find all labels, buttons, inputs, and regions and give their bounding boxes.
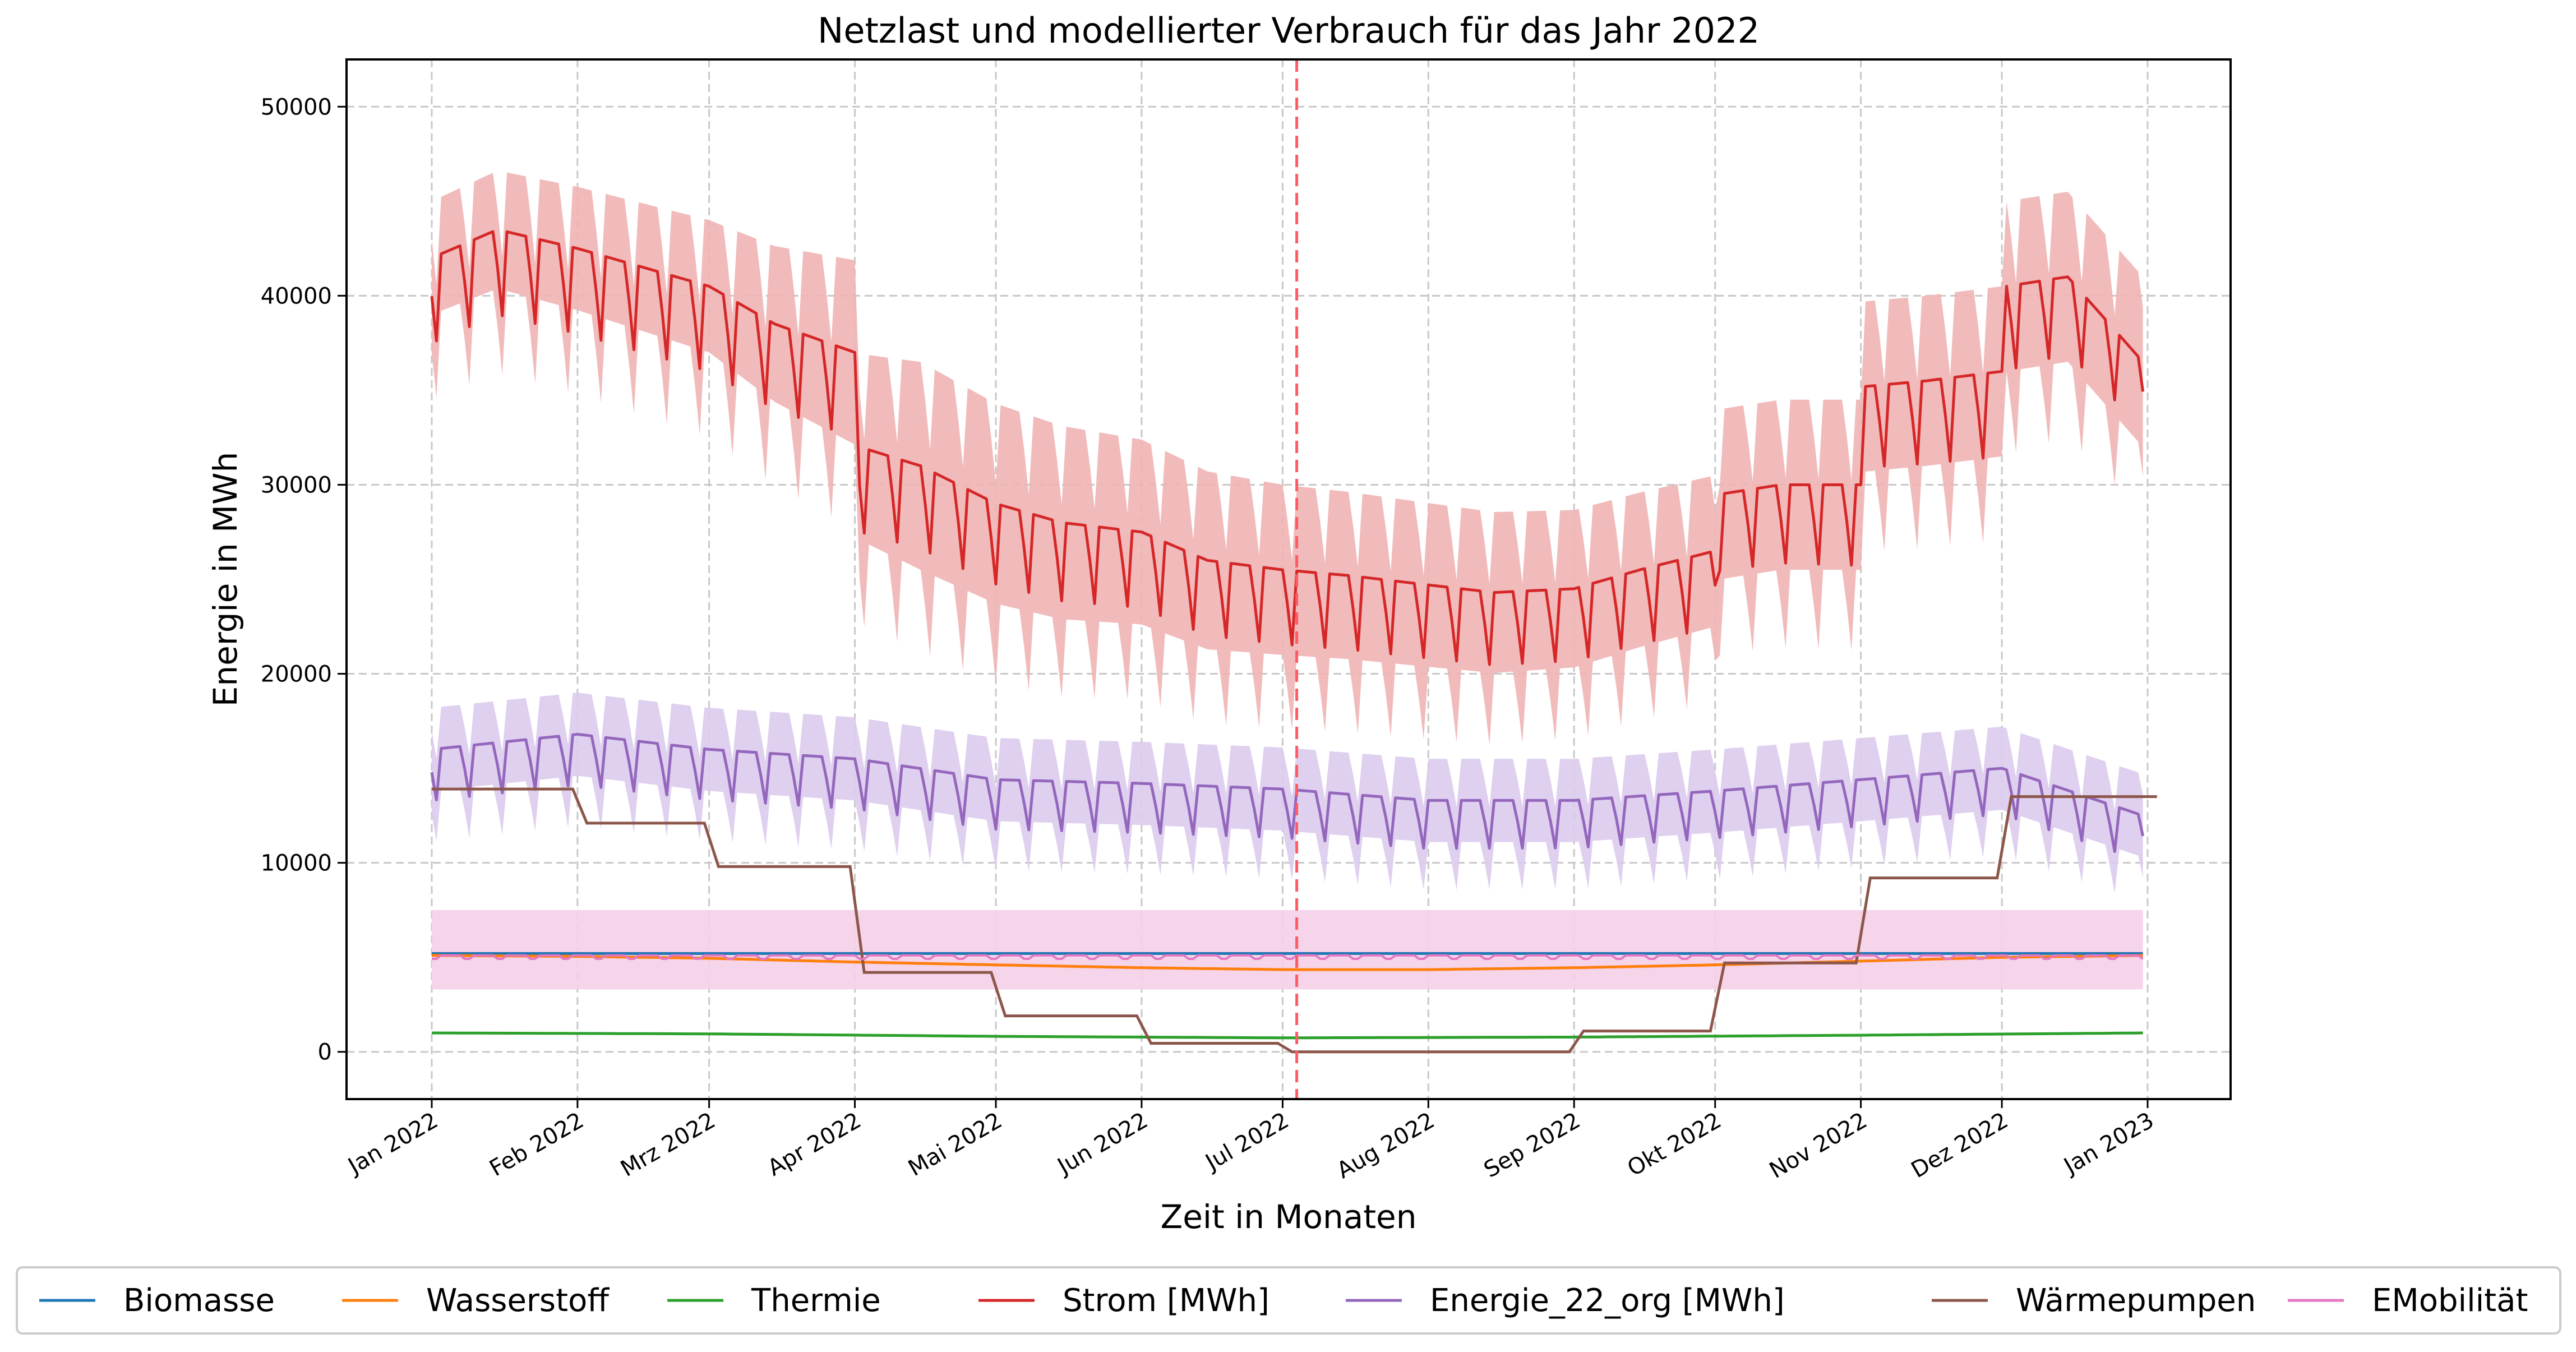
x-tick-label: Apr 2022 [763,1108,865,1182]
legend-label-strom-mwh: Strom [MWh] [1063,1282,1269,1319]
legend-label-biomasse: Biomasse [123,1282,275,1319]
legend-frame [16,1266,2561,1335]
band-strom-mwh [432,172,2143,745]
legend-label-thermie: Thermie [751,1282,881,1319]
x-tick-label: Mai 2022 [904,1108,1007,1182]
x-tick-label: Jan 2023 [2058,1108,2158,1180]
series-line-emobilit-t [432,954,2144,960]
y-tick-label: 50000 [261,94,332,120]
legend-label-wasserstoff: Wasserstoff [426,1282,610,1319]
series-line-thermie [431,1031,2143,1040]
x-tick-label: Jul 2022 [1200,1108,1294,1176]
y-axis: 0 10000 20000 30000 40000 50000 [261,94,347,1065]
band-emobilit-t [432,910,2143,990]
legend-label-energie-22-org-mwh: Energie_22_org [MWh] [1430,1282,1785,1319]
series-line-w-rmepumpen [432,787,2157,1054]
x-tick-label: Sep 2022 [1480,1108,1585,1183]
band-energie-22-org-mwh [432,693,2143,893]
x-tick-label: Feb 2022 [485,1108,588,1182]
series-line-energie-22-org-mwh [430,732,2145,853]
legend: Biomasse Wasserstoff Thermie Strom [MWh] Ene… [16,1266,2561,1335]
x-tick-label: Aug 2022 [1332,1108,1439,1184]
x-tick-label: Okt 2022 [1623,1108,1726,1182]
line-layer [430,230,2157,1054]
legend-label-w-rmepumpen: Wärmepumpen [2016,1282,2256,1319]
y-tick-label: 40000 [261,283,332,309]
plot-frame [345,58,2232,1100]
y-tick-label: 20000 [261,662,332,687]
y-tick-label: 0 [318,1040,332,1065]
x-tick-label: Jun 2022 [1052,1108,1152,1180]
x-tick-label: Nov 2022 [1765,1108,1872,1184]
x-axis: Jan 2022 Feb 2022 Mrz 2022 Apr 2022 Mai 2022… [343,1099,2158,1184]
x-tick-label: Mrz 2022 [616,1108,719,1182]
y-axis-label: Energie in MWh [206,452,244,707]
x-tick-label: Jan 2022 [343,1108,442,1180]
x-tick-label: Dez 2022 [1907,1108,2012,1183]
x-axis-label: Zeit in Monaten [1160,1198,1416,1236]
y-tick-label: 30000 [261,472,332,498]
series-line-strom-mwh [430,230,2145,666]
legend-label-emobilit-t: EMobilität [2372,1282,2528,1319]
y-tick-label: 10000 [261,851,332,876]
chart-title: Netzlast und modellierter Verbrauch für … [818,10,1760,51]
